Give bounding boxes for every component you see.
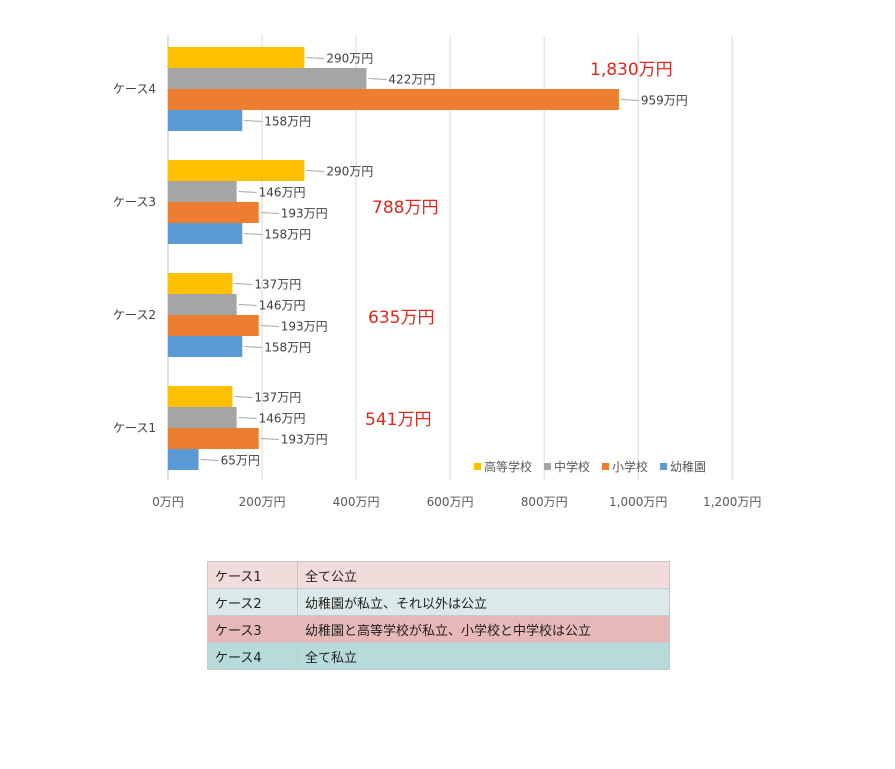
legend-swatch: [544, 463, 551, 470]
bar: [168, 89, 619, 110]
bar: [168, 47, 305, 68]
leader-line: [238, 304, 257, 306]
data-label: 146万円: [259, 299, 306, 313]
case-totals: 541万円 635万円 788万円 1,830万円: [365, 60, 673, 430]
legend-entry: 高等学校: [484, 459, 532, 474]
legend-entry: 幼稚園: [670, 460, 706, 474]
legend-entry: 中学校: [554, 459, 590, 474]
bar: [168, 336, 243, 357]
bar: [168, 407, 237, 428]
case-key: ケース3: [207, 615, 298, 643]
case-description: 全て私立: [297, 642, 670, 670]
bar: [168, 315, 259, 336]
category-label: ケース4: [113, 82, 156, 96]
leader-line: [238, 191, 257, 193]
x-tick-label: 1,000万円: [609, 495, 667, 509]
data-label: 290万円: [326, 52, 373, 66]
leader-lines: [200, 57, 639, 461]
legend-swatch: [660, 463, 667, 470]
education-cost-chart: 137万円 146万円 193万円 65万円 137万円 146万円 193万円 158万円 2…: [113, 36, 761, 509]
case-description: 幼稚園が私立、それ以外は公立: [297, 588, 670, 616]
x-tick-label: 200万円: [239, 495, 286, 509]
leader-line: [244, 120, 263, 122]
category-label: ケース3: [113, 195, 156, 209]
leader-line: [244, 346, 263, 348]
bar: [168, 428, 259, 449]
leader-line: [368, 78, 387, 80]
data-labels: 137万円 146万円 193万円 65万円 137万円 146万円 193万円 158万円 2…: [221, 52, 688, 468]
x-tick-labels: 0万円 200万円 400万円 600万円 800万円 1,000万円 1,200万円: [152, 495, 761, 509]
leader-line: [306, 57, 325, 59]
x-tick-label: 400万円: [333, 495, 380, 509]
x-tick-label: 600万円: [427, 495, 474, 509]
data-label: 158万円: [264, 228, 311, 242]
x-tick-label: 1,200万円: [703, 495, 761, 509]
data-label: 193万円: [281, 320, 328, 334]
case-total-label: 788万円: [372, 198, 438, 218]
case-description-table: ケース1 全て公立 ケース2 幼稚園が私立、それ以外は公立 ケース3 幼稚園と高等学校が私…: [207, 561, 670, 670]
data-label: 65万円: [221, 454, 260, 468]
category-label: ケース2: [113, 308, 156, 322]
leader-line: [260, 212, 279, 214]
bar: [168, 181, 237, 202]
data-label: 193万円: [281, 207, 328, 221]
bar: [168, 273, 233, 294]
data-label: 290万円: [326, 165, 373, 179]
category-labels: ケース1 ケース2 ケース3 ケース4: [113, 82, 156, 435]
case-total-label: 635万円: [368, 308, 434, 328]
data-label: 959万円: [641, 94, 688, 108]
bar: [168, 386, 233, 407]
data-label: 146万円: [259, 186, 306, 200]
legend: 高等学校 中学校 小学校 幼稚園: [474, 459, 706, 474]
bars: [168, 47, 619, 470]
case-key: ケース4: [207, 642, 298, 670]
case-row: ケース3 幼稚園と高等学校が私立、小学校と中学校は公立: [207, 615, 670, 643]
bar: [168, 160, 305, 181]
case-key: ケース2: [207, 588, 298, 616]
leader-line: [234, 396, 253, 398]
leader-line: [244, 233, 263, 235]
leader-line: [234, 283, 253, 285]
x-tick-label: 0万円: [152, 495, 184, 509]
data-label: 422万円: [388, 73, 435, 87]
bar: [168, 294, 237, 315]
case-key: ケース1: [207, 561, 298, 589]
leader-line: [620, 99, 639, 101]
case-total-label: 541万円: [365, 410, 431, 430]
data-label: 158万円: [264, 341, 311, 355]
case-row: ケース1 全て公立: [207, 561, 670, 589]
data-label: 193万円: [281, 433, 328, 447]
leader-line: [306, 170, 325, 172]
leader-line: [260, 438, 279, 440]
bar: [168, 202, 259, 223]
category-label: ケース1: [113, 421, 156, 435]
data-label: 137万円: [254, 278, 301, 292]
case-row: ケース2 幼稚園が私立、それ以外は公立: [207, 588, 670, 616]
bar: [168, 110, 243, 131]
case-description: 全て公立: [297, 561, 670, 589]
case-total-label: 1,830万円: [590, 60, 673, 80]
leader-line: [238, 417, 257, 419]
legend-swatch: [474, 463, 481, 470]
bar: [168, 68, 367, 89]
bar: [168, 449, 199, 470]
data-label: 137万円: [254, 391, 301, 405]
x-tick-label: 800万円: [521, 495, 568, 509]
case-description: 幼稚園と高等学校が私立、小学校と中学校は公立: [297, 615, 670, 643]
legend-entry: 小学校: [612, 459, 648, 474]
case-row: ケース4 全て私立: [207, 642, 670, 670]
leader-line: [200, 459, 219, 461]
data-label: 146万円: [259, 412, 306, 426]
data-label: 158万円: [264, 115, 311, 129]
bar: [168, 223, 243, 244]
leader-line: [260, 325, 279, 327]
legend-swatch: [602, 463, 609, 470]
